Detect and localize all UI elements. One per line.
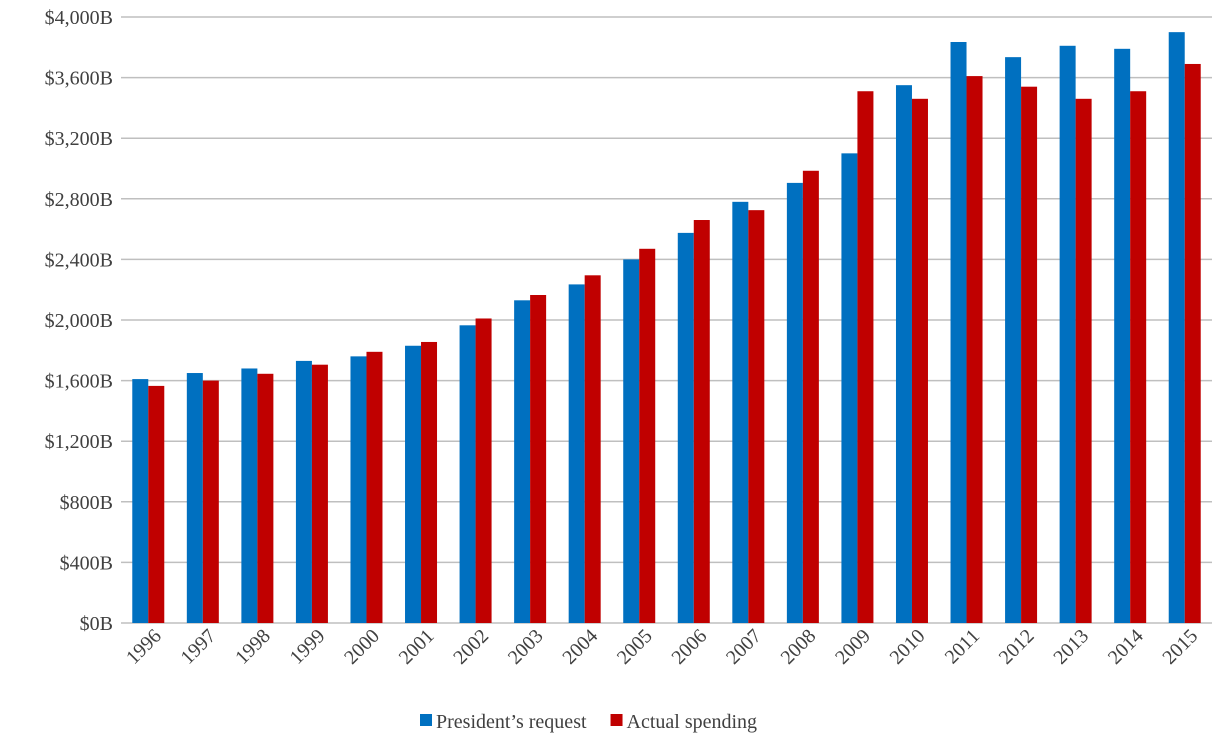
bar	[459, 325, 476, 623]
x-tick-label: 2008	[777, 625, 821, 669]
bar	[186, 373, 203, 623]
bar	[350, 356, 367, 623]
y-tick-label: $2,800B	[45, 189, 113, 211]
bar	[639, 248, 656, 624]
y-tick-label: $2,000B	[45, 310, 113, 332]
bar	[950, 41, 967, 624]
y-tick-label: $800B	[60, 492, 113, 514]
legend-label: Actual spending	[627, 711, 758, 733]
bar	[841, 153, 858, 623]
x-tick-label: 2014	[1104, 625, 1148, 669]
bar	[311, 364, 328, 623]
bar	[1021, 86, 1038, 623]
bar	[1114, 48, 1131, 623]
bar	[584, 275, 601, 623]
bar	[693, 220, 710, 623]
y-tick-label: $0B	[80, 613, 113, 635]
bar	[241, 368, 258, 623]
y-tick-label: $400B	[60, 552, 113, 574]
bar	[405, 345, 422, 623]
x-tick-label: 2003	[504, 625, 548, 669]
bar	[623, 259, 640, 623]
bar	[568, 284, 585, 623]
x-tick-label: 2006	[667, 625, 711, 669]
bar	[366, 351, 383, 623]
x-tick-label: 1998	[231, 625, 275, 669]
legend-label: President’s request	[436, 711, 587, 733]
x-tick-label: 2007	[722, 625, 766, 669]
y-tick-label: $2,400B	[45, 249, 113, 271]
y-tick-label: $3,200B	[45, 128, 113, 150]
bar	[514, 300, 531, 623]
x-tick-label: 2010	[886, 625, 930, 669]
bar	[732, 201, 749, 623]
bar	[421, 341, 438, 623]
bar	[295, 360, 312, 623]
legend-swatch	[610, 714, 623, 726]
bar	[148, 385, 165, 623]
x-tick-label: 2012	[995, 625, 1039, 669]
bar	[802, 170, 819, 623]
x-tick-label: 1996	[122, 625, 166, 669]
y-tick-label: $4,000B	[45, 7, 113, 29]
x-tick-label: 2013	[1049, 625, 1093, 669]
bar	[202, 380, 219, 623]
x-tick-label: 2001	[395, 625, 439, 669]
x-tick-label: 1997	[177, 625, 221, 669]
bar	[1005, 57, 1022, 623]
bar	[1075, 98, 1092, 623]
bar	[1184, 63, 1201, 623]
bar	[677, 232, 694, 623]
x-tick-label: 1999	[286, 625, 330, 669]
bar	[911, 98, 928, 623]
bar	[786, 182, 803, 623]
x-tick-label: 2015	[1158, 625, 1202, 669]
bar	[530, 295, 547, 623]
y-tick-label: $1,600B	[45, 371, 113, 393]
legend-swatch	[420, 714, 432, 726]
bar	[1059, 45, 1076, 624]
x-tick-label: 2000	[340, 625, 384, 669]
x-tick-label: 2011	[941, 625, 984, 668]
x-tick-label: 2009	[831, 625, 875, 669]
bar	[895, 85, 912, 624]
y-tick-label: $3,600B	[45, 68, 113, 90]
bar	[1130, 91, 1147, 624]
x-tick-label: 2002	[449, 625, 493, 669]
bar	[748, 210, 765, 623]
x-tick-label: 2004	[558, 625, 602, 669]
x-tick-label: 2005	[613, 625, 657, 669]
bar	[1168, 32, 1185, 623]
bar	[257, 373, 274, 623]
bar	[857, 91, 874, 624]
bar	[475, 318, 492, 623]
bar	[966, 76, 983, 623]
y-tick-label: $1,200B	[45, 431, 113, 453]
bar	[132, 379, 149, 623]
